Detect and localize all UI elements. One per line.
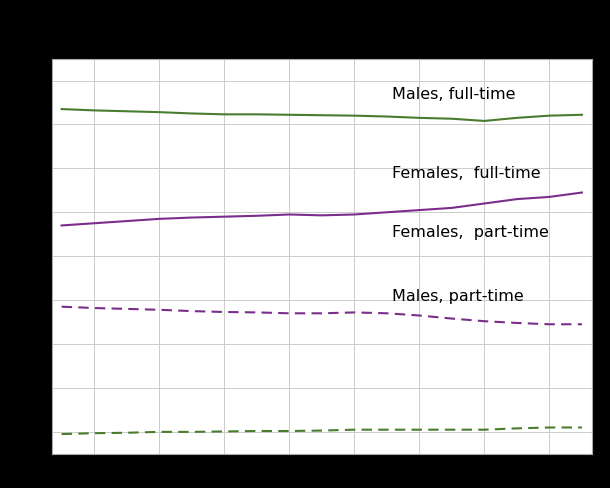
Text: Males, part-time: Males, part-time <box>392 288 524 304</box>
Text: Females,  full-time: Females, full-time <box>392 166 540 181</box>
Text: Males, full-time: Males, full-time <box>392 87 515 102</box>
Text: Females,  part-time: Females, part-time <box>392 225 549 241</box>
